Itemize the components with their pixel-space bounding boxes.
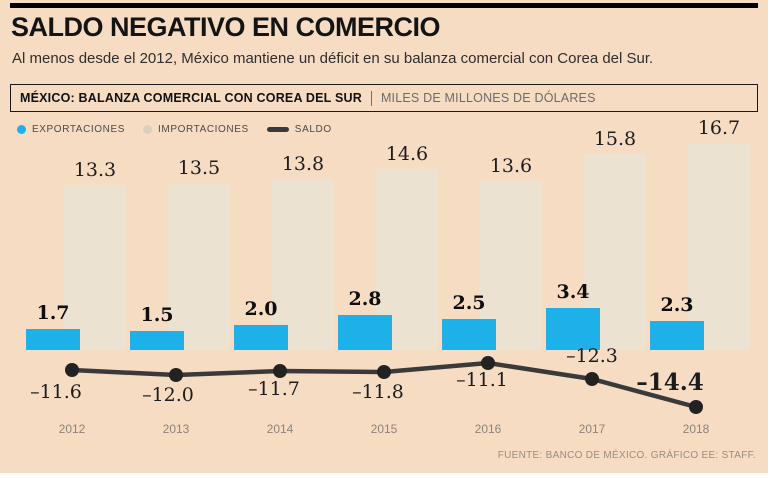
exportaciones-bar bbox=[338, 315, 392, 350]
exportaciones-bar bbox=[130, 331, 184, 350]
exportaciones-value-label: 2.5 bbox=[452, 292, 486, 314]
saldo-point bbox=[481, 356, 495, 370]
importaciones-bar bbox=[168, 182, 230, 350]
exportaciones-value-label: 1.5 bbox=[140, 304, 174, 327]
exportaciones-marker-icon bbox=[17, 125, 26, 134]
saldo-point bbox=[377, 365, 391, 379]
exportaciones-value-label: 3.4 bbox=[556, 280, 590, 303]
exportaciones-value-label: 2.3 bbox=[660, 294, 694, 317]
legend-item-saldo: SALDO bbox=[266, 124, 332, 135]
exportaciones-legend-label: EXPORTACIONES bbox=[32, 124, 126, 135]
exportaciones-value-label: 2.8 bbox=[348, 288, 382, 311]
importaciones-value-label: 14.6 bbox=[385, 142, 429, 165]
saldo-value-label: –11.1 bbox=[456, 369, 508, 391]
saldo-value-label: –11.6 bbox=[30, 381, 82, 403]
importaciones-value-label: 13.5 bbox=[177, 156, 221, 179]
exportaciones-bar bbox=[650, 321, 704, 350]
subtitle: Al menos desde el 2012, México mantiene … bbox=[12, 50, 654, 67]
legend: EXPORTACIONES IMPORTACIONES SALDO bbox=[17, 124, 332, 135]
header-divider bbox=[370, 90, 372, 106]
saldo-point bbox=[65, 363, 79, 377]
bottom-strip bbox=[0, 473, 768, 486]
chart-units-label: MILES DE MILLONES DE DÓLARES bbox=[380, 91, 596, 105]
year-label: 2016 bbox=[474, 422, 502, 436]
chart-header: MÉXICO: BALANZA COMERCIAL CON COREA DEL … bbox=[10, 84, 758, 112]
importaciones-value-label: 15.8 bbox=[593, 128, 637, 151]
importaciones-bar bbox=[688, 142, 750, 350]
year-label: 2013 bbox=[162, 422, 190, 436]
importaciones-value-label: 13.8 bbox=[281, 152, 325, 175]
top-rule bbox=[10, 3, 758, 8]
legend-item-exportaciones: EXPORTACIONES bbox=[17, 124, 125, 135]
saldo-marker-icon bbox=[266, 127, 289, 132]
saldo-value-label: –11.8 bbox=[352, 381, 404, 403]
saldo-point bbox=[169, 368, 183, 382]
importaciones-bar bbox=[272, 178, 334, 350]
year-label: 2014 bbox=[266, 422, 294, 436]
exportaciones-bar bbox=[234, 325, 288, 350]
importaciones-legend-label: IMPORTACIONES bbox=[158, 124, 249, 135]
importaciones-value-label: 16.7 bbox=[697, 116, 741, 139]
saldo-legend-label: SALDO bbox=[294, 124, 332, 135]
saldo-value-label: –12.3 bbox=[566, 345, 618, 367]
year-label: 2015 bbox=[370, 422, 398, 436]
year-label: 2012 bbox=[58, 422, 86, 436]
exportaciones-bar bbox=[26, 328, 80, 350]
importaciones-marker-icon bbox=[143, 125, 153, 134]
exportaciones-bar bbox=[442, 319, 496, 350]
saldo-value-label: –12.0 bbox=[142, 384, 194, 406]
importaciones-value-label: 13.6 bbox=[489, 155, 533, 178]
importaciones-bar bbox=[64, 185, 126, 350]
exportaciones-value-label: 2.0 bbox=[244, 298, 278, 321]
source-note: FUENTE: BANCO DE MÉXICO. GRÁFICO EE: STA… bbox=[497, 450, 756, 461]
legend-item-importaciones: IMPORTACIONES bbox=[143, 124, 249, 135]
year-label: 2017 bbox=[578, 422, 606, 436]
saldo-point bbox=[689, 400, 703, 414]
exportaciones-bar bbox=[546, 307, 600, 350]
chart-title: MÉXICO: BALANZA COMERCIAL CON COREA DEL … bbox=[20, 91, 362, 105]
saldo-value-label: –14.4 bbox=[636, 369, 704, 396]
saldo-point bbox=[585, 372, 599, 386]
saldo-value-label: –11.7 bbox=[248, 378, 300, 400]
importaciones-value-label: 13.3 bbox=[73, 159, 117, 182]
saldo-point bbox=[273, 364, 287, 378]
page-title: SALDO NEGATIVO EN COMERCIO bbox=[11, 12, 441, 42]
exportaciones-value-label: 1.7 bbox=[36, 301, 70, 324]
year-label: 2018 bbox=[682, 422, 710, 436]
